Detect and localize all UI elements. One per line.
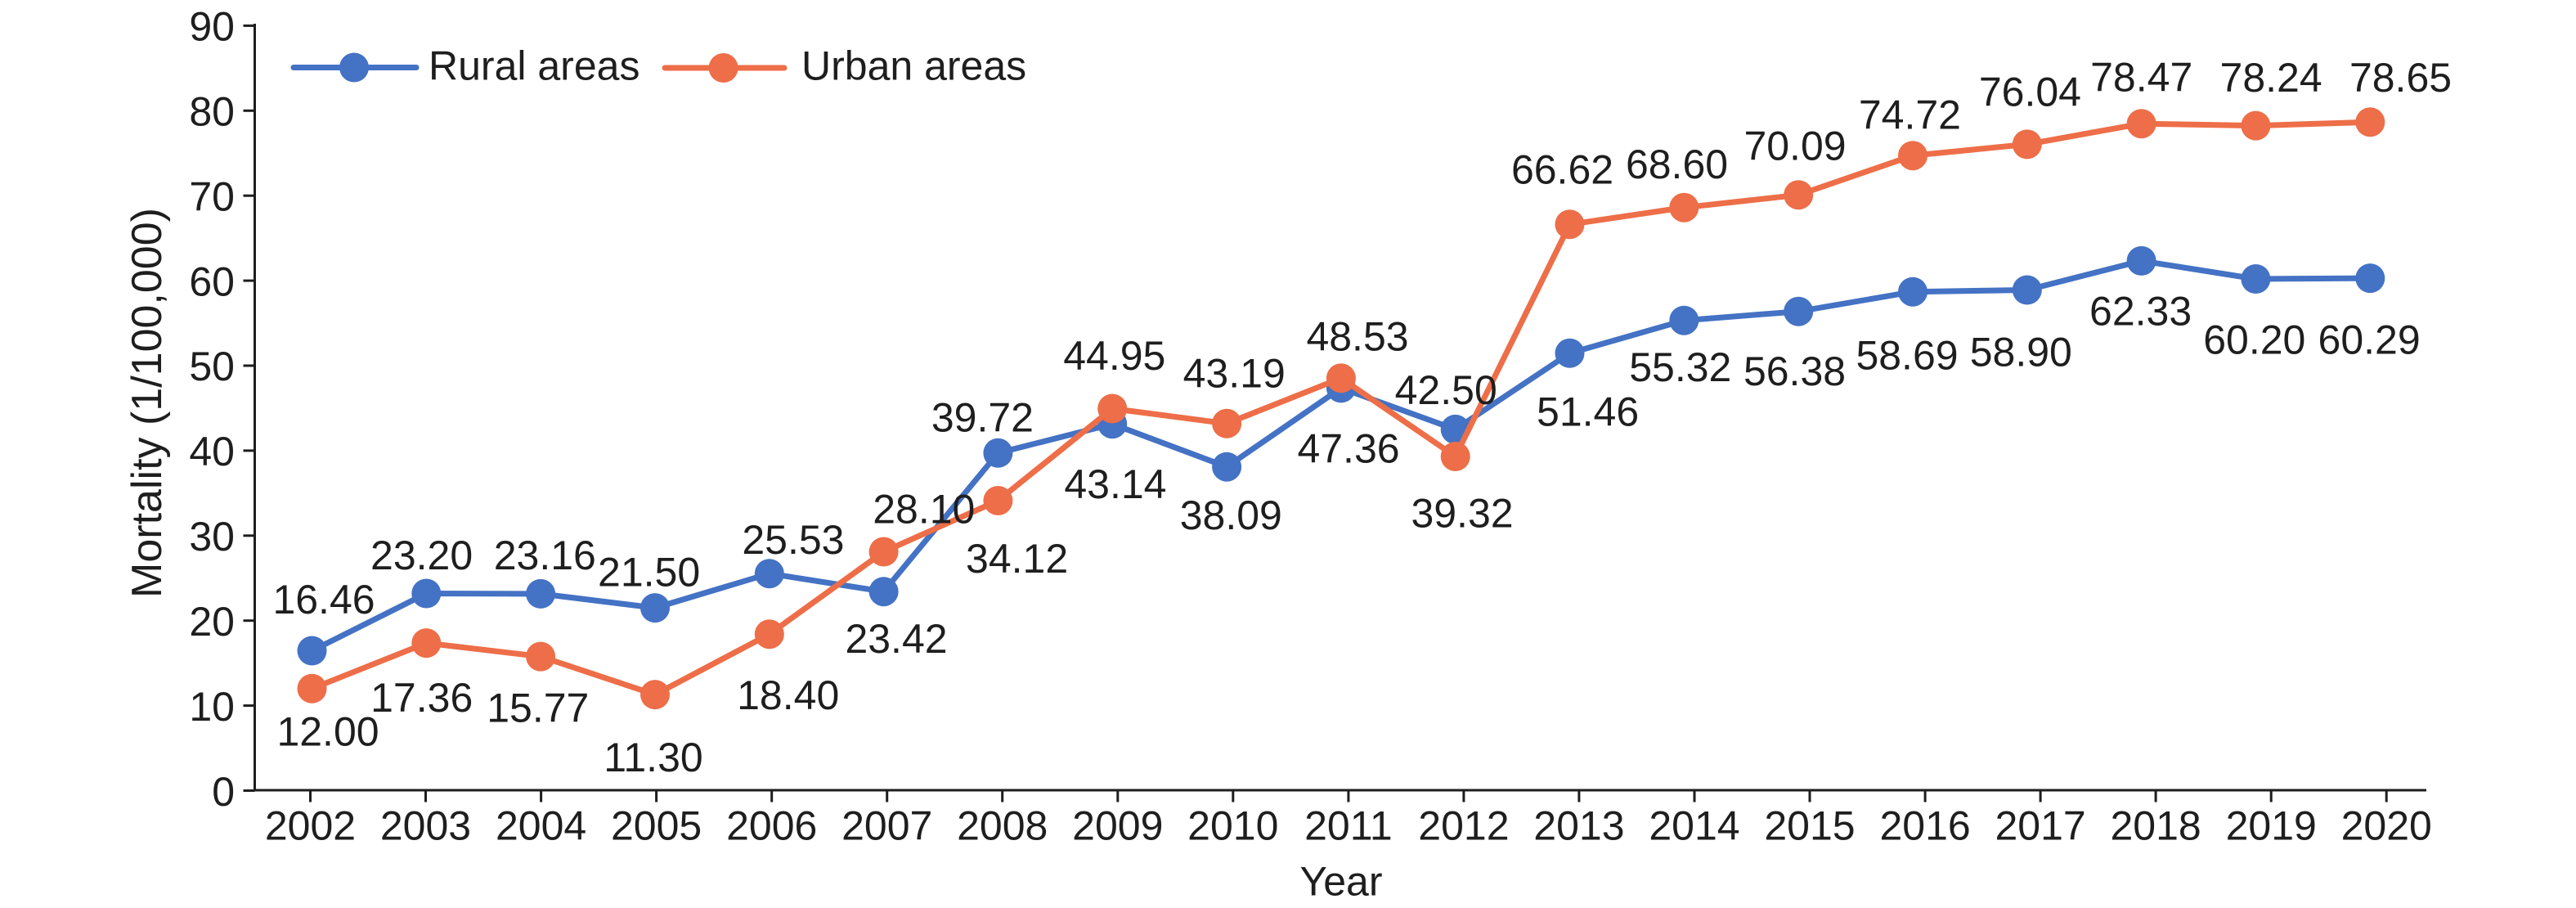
svg-text:78.24: 78.24 xyxy=(2220,55,2322,101)
svg-text:2006: 2006 xyxy=(726,803,817,849)
svg-text:2011: 2011 xyxy=(1304,803,1393,849)
svg-text:28.10: 28.10 xyxy=(873,487,975,533)
svg-text:2014: 2014 xyxy=(1649,803,1739,849)
svg-text:43.19: 43.19 xyxy=(1183,351,1286,397)
svg-text:2007: 2007 xyxy=(841,803,932,849)
svg-text:2017: 2017 xyxy=(1995,803,2085,849)
svg-text:15.77: 15.77 xyxy=(487,685,589,731)
svg-text:23.20: 23.20 xyxy=(370,533,473,578)
svg-text:18.40: 18.40 xyxy=(737,672,839,718)
svg-text:2004: 2004 xyxy=(496,803,586,849)
svg-text:90: 90 xyxy=(189,4,235,50)
svg-text:2008: 2008 xyxy=(957,803,1048,849)
svg-text:40: 40 xyxy=(189,429,235,474)
svg-text:50: 50 xyxy=(189,344,235,389)
svg-text:23.16: 23.16 xyxy=(494,533,596,578)
svg-text:78.65: 78.65 xyxy=(2349,55,2452,101)
svg-text:56.38: 56.38 xyxy=(1744,348,1846,394)
svg-text:2002: 2002 xyxy=(265,803,356,849)
svg-text:60: 60 xyxy=(189,258,235,304)
svg-text:2015: 2015 xyxy=(1764,803,1855,849)
svg-text:Urban areas: Urban areas xyxy=(801,43,1026,89)
svg-text:2019: 2019 xyxy=(2226,803,2317,849)
svg-text:Year: Year xyxy=(1299,859,1382,905)
svg-text:2018: 2018 xyxy=(2110,803,2201,849)
svg-text:0: 0 xyxy=(212,769,235,815)
svg-text:66.62: 66.62 xyxy=(1511,147,1613,193)
svg-text:21.50: 21.50 xyxy=(598,550,700,596)
svg-text:68.60: 68.60 xyxy=(1626,142,1728,187)
svg-text:60.29: 60.29 xyxy=(2318,317,2421,363)
svg-text:34.12: 34.12 xyxy=(966,536,1068,582)
svg-text:12.00: 12.00 xyxy=(276,709,379,755)
svg-text:20: 20 xyxy=(189,599,235,645)
svg-text:70.09: 70.09 xyxy=(1744,124,1846,169)
svg-text:2012: 2012 xyxy=(1418,803,1509,849)
svg-text:55.32: 55.32 xyxy=(1629,344,1731,390)
svg-text:Rural areas: Rural areas xyxy=(429,43,640,89)
svg-text:11.30: 11.30 xyxy=(604,735,702,780)
svg-text:10: 10 xyxy=(189,684,235,730)
svg-text:44.95: 44.95 xyxy=(1063,333,1165,379)
svg-text:76.04: 76.04 xyxy=(1979,70,2081,115)
svg-text:78.47: 78.47 xyxy=(2090,55,2192,101)
svg-text:39.32: 39.32 xyxy=(1411,491,1513,537)
svg-text:2016: 2016 xyxy=(1879,803,1970,849)
svg-text:2009: 2009 xyxy=(1072,803,1163,849)
svg-text:51.46: 51.46 xyxy=(1537,389,1639,435)
svg-text:30: 30 xyxy=(189,514,235,560)
svg-text:2010: 2010 xyxy=(1187,803,1278,849)
svg-text:39.72: 39.72 xyxy=(931,395,1034,441)
svg-text:38.09: 38.09 xyxy=(1180,492,1282,538)
svg-text:62.33: 62.33 xyxy=(2089,289,2192,335)
svg-text:Mortality (1/100,000): Mortality (1/100,000) xyxy=(123,208,171,598)
svg-text:60.20: 60.20 xyxy=(2203,317,2305,363)
svg-text:58.90: 58.90 xyxy=(1970,330,2072,375)
svg-text:74.72: 74.72 xyxy=(1859,92,1961,138)
svg-text:70: 70 xyxy=(189,173,235,219)
svg-text:80: 80 xyxy=(189,89,235,135)
svg-text:2005: 2005 xyxy=(611,803,702,849)
svg-text:43.14: 43.14 xyxy=(1064,461,1166,507)
svg-text:2020: 2020 xyxy=(2341,803,2432,849)
svg-text:25.53: 25.53 xyxy=(742,517,844,563)
svg-text:48.53: 48.53 xyxy=(1306,314,1408,360)
svg-text:17.36: 17.36 xyxy=(370,675,473,721)
svg-text:2013: 2013 xyxy=(1533,803,1624,849)
svg-text:23.42: 23.42 xyxy=(845,616,947,662)
svg-text:16.46: 16.46 xyxy=(272,577,375,623)
svg-text:47.36: 47.36 xyxy=(1297,426,1399,472)
svg-text:42.50: 42.50 xyxy=(1395,367,1497,413)
svg-text:58.69: 58.69 xyxy=(1856,333,1958,379)
svg-text:2003: 2003 xyxy=(380,803,471,849)
